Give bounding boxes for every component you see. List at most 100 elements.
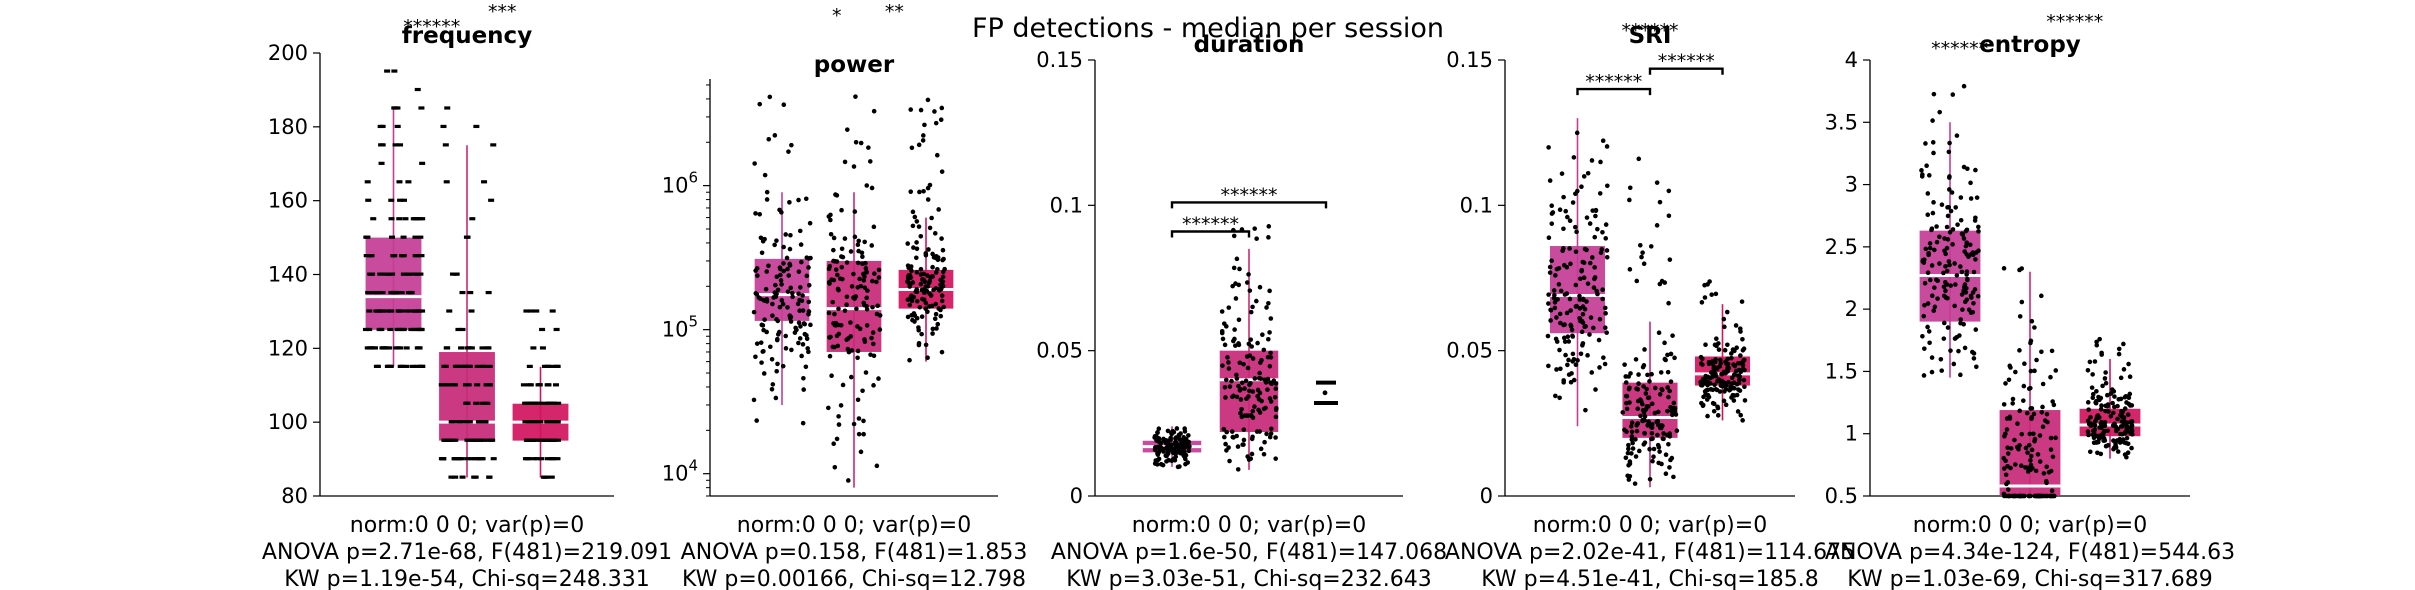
- data-point: [853, 94, 858, 99]
- data-point: [876, 275, 882, 280]
- subplot-title: entropy: [1979, 32, 2081, 58]
- data-point: [1656, 330, 1662, 336]
- data-point: [909, 297, 915, 303]
- data-point: [806, 309, 812, 314]
- data-point: [1600, 287, 1605, 292]
- data-point: [1723, 402, 1729, 408]
- data-point: [1558, 320, 1563, 326]
- data-point: [932, 231, 938, 236]
- data-point: [479, 401, 486, 405]
- data-point: [2094, 342, 2100, 348]
- data-point: [1651, 454, 1656, 460]
- data-point: [2100, 432, 2106, 437]
- data-point: [1714, 336, 1719, 341]
- points-2: [1219, 224, 1279, 472]
- data-point: [1273, 456, 1278, 461]
- data-point: [1561, 194, 1566, 200]
- data-point: [1921, 373, 1927, 378]
- data-point: [856, 431, 862, 437]
- significance-label: ******: [1221, 184, 1278, 206]
- data-point: [527, 383, 534, 387]
- y-tick-label: 0: [1480, 484, 1493, 508]
- data-point: [1667, 465, 1672, 470]
- data-point: [936, 207, 941, 212]
- data-point: [1580, 304, 1586, 309]
- data-point: [2085, 367, 2091, 373]
- data-point: [2085, 429, 2091, 434]
- data-point: [414, 272, 421, 276]
- subplot-sri: 00.050.10.15******************SRInorm:0 …: [1445, 20, 1855, 590]
- points-1: [1152, 426, 1192, 470]
- data-point: [1557, 207, 1563, 212]
- data-point: [787, 246, 793, 252]
- data-point: [1735, 373, 1741, 378]
- data-point: [488, 198, 495, 202]
- y-tick-label: 2.5: [1825, 235, 1858, 259]
- data-point: [844, 294, 850, 300]
- data-point: [490, 457, 497, 461]
- data-point: [923, 300, 929, 306]
- data-point: [2028, 340, 2033, 346]
- data-point: [1641, 442, 1647, 447]
- significance-annotation: ******: [403, 16, 460, 38]
- data-point: [781, 268, 786, 274]
- data-point: [1663, 471, 1669, 477]
- data-point: [871, 353, 877, 359]
- data-point: [397, 346, 404, 350]
- data-point: [1587, 332, 1592, 337]
- data-point: [1932, 285, 1937, 290]
- data-point: [779, 282, 784, 287]
- data-point: [1642, 431, 1647, 436]
- data-point: [1716, 347, 1722, 352]
- data-point: [2127, 374, 2133, 380]
- data-point: [801, 375, 806, 381]
- data-point: [1259, 398, 1264, 404]
- data-point: [539, 327, 546, 332]
- data-point: [1733, 368, 1739, 374]
- data-point: [1571, 377, 1577, 383]
- data-point: [1725, 342, 1730, 348]
- data-point: [2110, 400, 2115, 406]
- data-point: [1964, 297, 1970, 302]
- data-point: [1705, 413, 1710, 419]
- data-point: [1623, 380, 1629, 385]
- data-point: [871, 383, 876, 388]
- data-point: [1667, 257, 1673, 262]
- data-point: [1948, 283, 1954, 288]
- data-point: [2096, 415, 2102, 420]
- data-point: [1655, 432, 1660, 438]
- data-point: [1231, 233, 1237, 239]
- data-point: [448, 420, 455, 424]
- data-point: [1643, 391, 1649, 396]
- data-point: [1261, 347, 1267, 353]
- y-tick-label: 120: [268, 336, 308, 360]
- data-point: [2017, 348, 2022, 353]
- data-point: [1930, 118, 1935, 123]
- data-point: [799, 259, 804, 265]
- data-point: [2028, 368, 2034, 374]
- data-point: [1257, 429, 1262, 434]
- data-point: [1742, 367, 1747, 373]
- data-point: [1593, 208, 1599, 214]
- data-point: [2102, 420, 2108, 425]
- data-point: [781, 102, 787, 108]
- data-point: [2017, 443, 2022, 448]
- subplot-entropy: 0.511.522.533.54******************entrop…: [1825, 0, 2236, 590]
- data-point: [1638, 413, 1643, 419]
- data-point: [870, 278, 875, 284]
- data-point: [418, 327, 425, 332]
- data-point: [2049, 488, 2055, 494]
- data-point: [1566, 372, 1572, 377]
- data-point: [1666, 441, 1671, 447]
- data-point: [855, 324, 860, 329]
- data-point: [1700, 362, 1705, 367]
- data-point: [1934, 239, 1940, 245]
- data-point: [1649, 401, 1655, 407]
- data-point: [1241, 437, 1247, 443]
- data-point: [552, 383, 559, 387]
- data-point: [1703, 375, 1708, 381]
- data-point: [1550, 210, 1556, 215]
- data-point: [1665, 385, 1670, 390]
- data-point: [1975, 293, 1981, 299]
- data-point: [1971, 300, 1976, 306]
